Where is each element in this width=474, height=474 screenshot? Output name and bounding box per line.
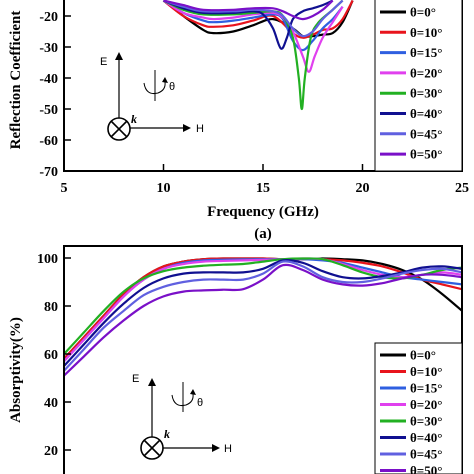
e-arrow-head [115,52,123,60]
series-line-theta-20 [64,257,462,362]
x-tick-label: 25 [455,181,469,196]
panel-a-series-group [162,0,354,111]
legend-label: θ=50° [410,147,442,162]
theta-label: θ [169,81,175,93]
x-tick-label: 5 [61,181,68,196]
x-tick-label: 20 [356,181,370,196]
k-cross-line-b2 [143,439,161,457]
e-field-label: E [100,56,107,68]
series-line-theta-10 [162,0,354,39]
series-line-theta-45 [163,0,344,38]
y-tick-label: -60 [39,134,58,149]
legend-label: θ=20° [410,397,442,412]
panel-a-field-diagram: E H k θ [100,52,204,141]
panel-a-y-ticks: -20 -30 -40 -50 -60 -70 [39,10,71,180]
h-arrow-head [183,124,191,132]
k-label: k [131,112,137,126]
y-tick-label: 20 [44,444,58,459]
x-tick-label: 10 [157,181,171,196]
legend-label: θ=10° [410,364,442,379]
series-line-theta-50 [64,263,462,377]
e-arrow-head-b [148,378,156,386]
y-tick-label: -30 [39,41,58,56]
rotation-arrow-icon-b [171,393,194,406]
legend-label: θ=40° [410,106,442,121]
panel-b-series-group [64,257,462,377]
panel-a: 5 10 15 20 25 -20 -30 -40 -50 -60 -70 Frequency (… [8,0,469,242]
series-line-theta-50 [163,0,334,21]
panel-b: 100 80 60 40 20 Absorptivity(%) E H k θ θ=0°… [8,245,463,474]
panel-a-label: (a) [254,226,272,242]
legend-label: θ=30° [410,86,442,101]
h-arrow-head-b [212,444,220,452]
k-label-b: k [164,427,170,441]
panel-b-y-axis-label: Absorptivity(%) [8,317,24,423]
y-tick-label: 80 [44,300,58,315]
y-tick-label: -70 [39,165,58,180]
y-tick-label: 100 [37,252,58,267]
series-line-theta-45 [64,260,462,372]
panel-a-x-axis-label: Frequency (GHz) [207,204,319,220]
panel-b-legend-box [374,342,463,474]
panel-a-legend: θ=0° θ=10° θ=15° θ=20° θ=30° θ=40° θ=45° θ=50° [374,0,463,172]
h-field-label: H [196,123,204,135]
rotation-arrow-head-b [190,389,196,395]
series-line-theta-30 [163,0,344,111]
legend-label: θ=0° [410,348,436,363]
series-line-theta-30 [64,257,462,355]
y-tick-label: -50 [39,103,58,118]
x-tick-label: 15 [256,181,270,196]
series-line-theta-40 [64,259,462,367]
panel-a-y-axis-label: Reflection Coefficient [8,11,24,150]
h-field-label-b: H [224,443,232,455]
legend-label: θ=0° [410,5,436,20]
legend-label: θ=15° [410,45,442,60]
theta-label-b: θ [197,397,203,409]
rotation-arrow-head [162,77,168,83]
legend-label: θ=20° [410,65,442,80]
legend-label: θ=15° [410,381,442,396]
y-tick-label: -20 [39,10,58,25]
k-cross-line-2 [110,120,128,138]
rotation-arrow-icon [143,81,166,94]
legend-label: θ=10° [410,25,442,40]
y-tick-label: 60 [44,348,58,363]
legend-label: θ=50° [410,463,442,474]
panel-b-field-diagram: E H k θ [132,373,232,460]
legend-label: θ=40° [410,430,442,445]
panel-b-y-ticks: 100 80 60 40 20 [37,252,71,459]
y-tick-label: -40 [39,72,58,87]
legend-label: θ=30° [410,414,442,429]
y-tick-label: 40 [44,396,58,411]
legend-label: θ=45° [410,126,442,141]
panel-a-legend-box [374,0,463,172]
legend-label: θ=45° [410,447,442,462]
panel-b-legend: θ=0°θ=10° θ=15°θ=20° θ=30°θ=40° θ=45°θ=50° [374,342,463,474]
e-field-label-b: E [132,373,139,385]
series-line-theta-40 [163,0,334,50]
